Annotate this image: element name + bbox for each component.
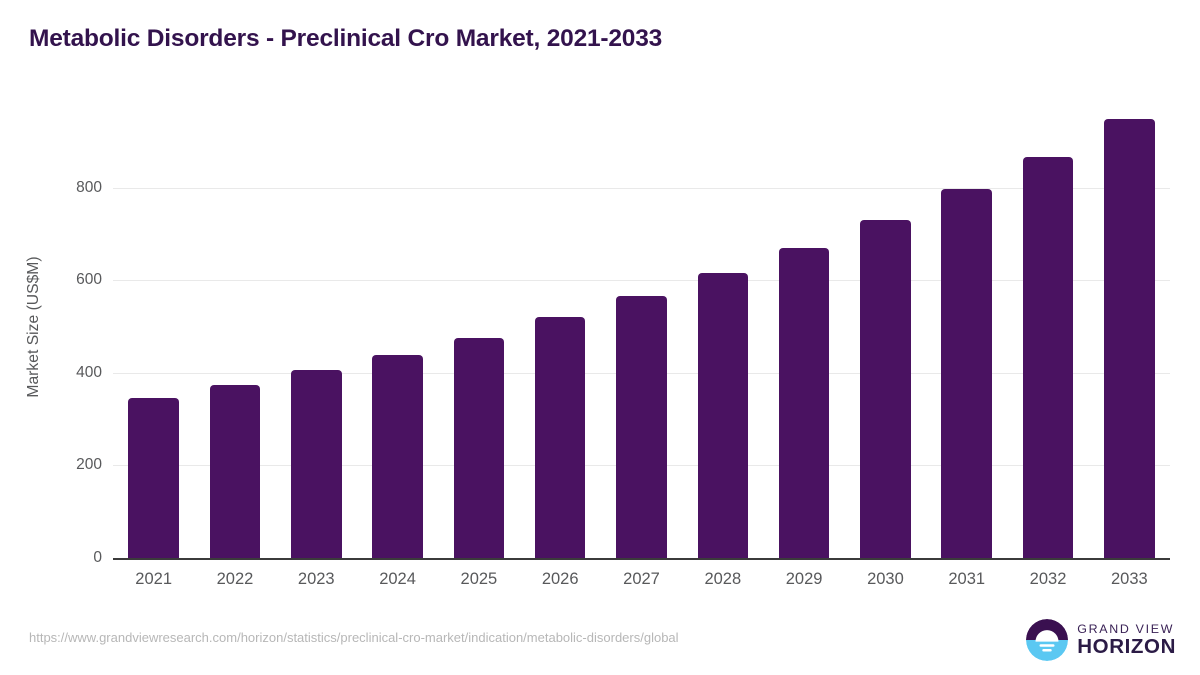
y-axis-title-label: Market Size (US$M) — [25, 256, 42, 398]
y-axis-title: Market Size (US$M) — [22, 180, 46, 480]
bar[interactable] — [453, 338, 505, 558]
brand-logo-text: GRAND VIEW HORIZON — [1077, 621, 1176, 658]
x-tick-label: 2022 — [216, 570, 254, 588]
x-tick-label: 2030 — [867, 570, 904, 588]
bar[interactable] — [941, 189, 992, 558]
x-tick-label: 2027 — [623, 570, 660, 588]
bar[interactable] — [372, 354, 423, 558]
bar[interactable] — [778, 247, 830, 558]
brand-name-line1: GRAND VIEW — [1077, 621, 1175, 636]
sunrise-icon — [1026, 619, 1069, 661]
sunrise-icon-svg — [1026, 619, 1069, 661]
x-axis: 2021 2022 2023 2024 2025 2026 2027 2028 2029 2030… — [113, 570, 1170, 596]
bar[interactable] — [860, 219, 911, 558]
y-tick-label: 600 — [76, 271, 102, 289]
bar[interactable] — [1104, 119, 1155, 558]
source-url[interactable]: https://www.grandviewresearch.com/horizo… — [29, 630, 679, 645]
x-axis-line — [113, 558, 1170, 560]
bar-series — [113, 95, 1170, 558]
y-tick-label: 200 — [76, 456, 102, 474]
gridline — [113, 187, 1170, 189]
x-tick-label: 2023 — [297, 570, 335, 588]
x-tick-label: 2029 — [785, 570, 823, 588]
bar[interactable] — [209, 384, 261, 558]
page-title: Metabolic Disorders - Preclinical Cro Ma… — [29, 25, 663, 52]
bar[interactable] — [534, 317, 586, 558]
x-tick-label: 2021 — [135, 570, 173, 588]
brand-logo: GRAND VIEW HORIZON — [1026, 619, 1176, 661]
gridline — [113, 280, 1170, 282]
bar[interactable] — [128, 397, 179, 558]
x-tick-label: 2026 — [541, 570, 579, 588]
x-tick-label: 2032 — [1029, 570, 1067, 588]
bar[interactable] — [697, 273, 749, 558]
x-tick-label: 2031 — [948, 570, 986, 588]
bar[interactable] — [616, 295, 667, 558]
y-tick-label: 800 — [76, 178, 102, 196]
x-tick-label: 2025 — [460, 570, 498, 588]
x-tick-label: 2033 — [1110, 570, 1148, 588]
brand-name-line2: HORIZON — [1077, 634, 1176, 658]
bar[interactable] — [291, 370, 342, 558]
x-tick-label: 2024 — [379, 570, 416, 588]
bar[interactable] — [1022, 157, 1074, 558]
y-tick-label: 400 — [76, 363, 102, 381]
y-tick-label: 0 — [93, 549, 102, 566]
x-tick-label: 2028 — [704, 570, 742, 588]
